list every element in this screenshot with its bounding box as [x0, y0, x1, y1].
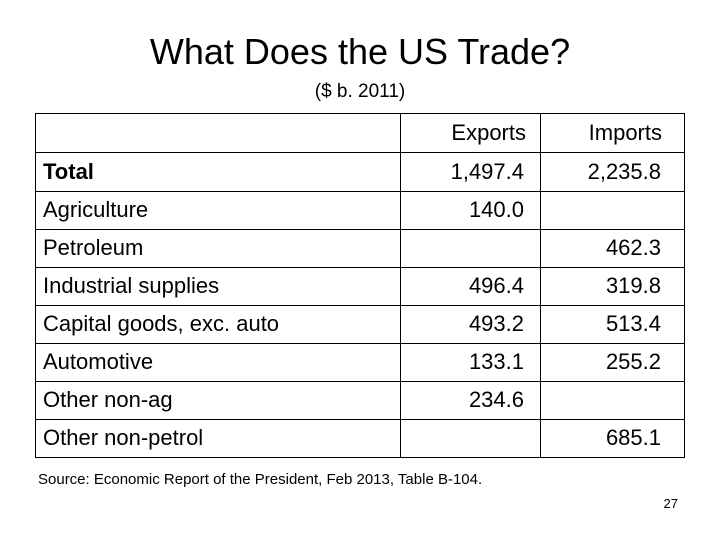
row-separator	[35, 191, 685, 192]
column-header-imports: Imports	[588, 120, 662, 145]
row-label-petroleum: Petroleum	[43, 235, 144, 260]
row-separator	[35, 267, 685, 268]
cell-imports-capital-goods: 513.4	[605, 311, 661, 336]
cell-imports-other-non-petrol: 685.1	[605, 425, 661, 450]
row-label-other-non-petrol: Other non-petrol	[43, 425, 204, 450]
row-separator	[35, 305, 685, 306]
row-separator	[35, 343, 685, 344]
row-label-agriculture: Agriculture	[43, 197, 149, 222]
row-label-capital-goods: Capital goods, exc. auto	[43, 311, 280, 336]
cell-imports-petroleum: 462.3	[605, 235, 661, 260]
table-divider-right	[540, 113, 541, 458]
cell-exports-automotive: 133.1	[468, 349, 524, 374]
row-separator	[35, 229, 685, 230]
row-label-industrial-supplies: Industrial supplies	[43, 273, 220, 298]
cell-imports-industrial-supplies: 319.8	[605, 273, 661, 298]
cell-exports-total: 1,497.4	[450, 159, 524, 184]
table-divider-left	[400, 113, 401, 458]
cell-imports-total: 2,235.8	[587, 159, 661, 184]
row-label-other-non-ag: Other non-ag	[43, 387, 173, 412]
cell-imports-automotive: 255.2	[605, 349, 661, 374]
cell-exports-other-non-ag: 234.6	[468, 387, 524, 412]
header-underline	[35, 152, 685, 153]
source-note: Source: Economic Report of the President…	[38, 471, 483, 488]
cell-exports-industrial-supplies: 496.4	[468, 273, 524, 298]
page-number: 27	[663, 496, 678, 511]
slide-subtitle: ($ b. 2011)	[314, 81, 406, 102]
slide-title: What Does the US Trade?	[149, 31, 571, 72]
cell-exports-capital-goods: 493.2	[468, 311, 524, 336]
row-label-automotive: Automotive	[43, 349, 154, 374]
table-frame	[35, 113, 685, 458]
row-separator	[35, 381, 685, 382]
row-label-total: Total	[43, 159, 94, 184]
column-header-exports: Exports	[451, 120, 526, 145]
cell-exports-agriculture: 140.0	[468, 197, 524, 222]
row-separator	[35, 419, 685, 420]
